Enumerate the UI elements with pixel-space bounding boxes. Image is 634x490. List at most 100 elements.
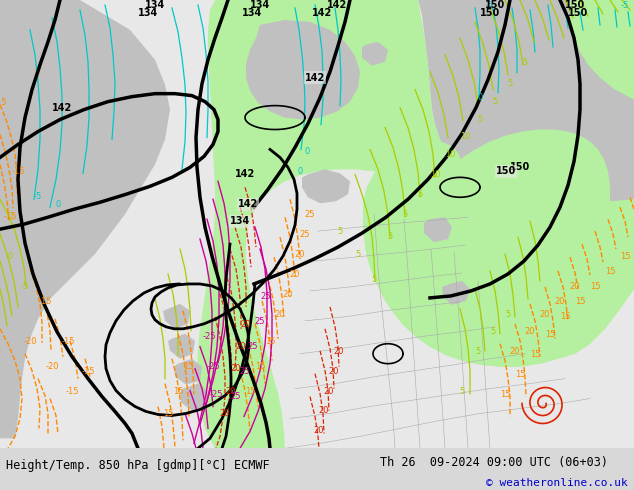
- Polygon shape: [246, 20, 360, 120]
- Polygon shape: [197, 0, 634, 448]
- Text: 142: 142: [235, 170, 255, 179]
- Text: 15: 15: [255, 362, 265, 370]
- Text: Th 26  09-2024 09:00 UTC (06+03): Th 26 09-2024 09:00 UTC (06+03): [380, 456, 609, 469]
- Text: -25: -25: [206, 362, 220, 370]
- Text: 20: 20: [236, 342, 246, 351]
- Text: 15: 15: [530, 350, 540, 359]
- Text: -15: -15: [38, 297, 52, 306]
- Text: -15: -15: [65, 387, 79, 395]
- Text: 15: 15: [605, 267, 615, 276]
- Text: 142: 142: [327, 0, 347, 10]
- Polygon shape: [442, 281, 470, 305]
- Text: 134: 134: [242, 8, 262, 18]
- Text: 150: 150: [565, 0, 585, 10]
- Text: 5: 5: [507, 79, 513, 88]
- Text: 15: 15: [545, 330, 555, 339]
- Polygon shape: [180, 384, 208, 411]
- Text: 20: 20: [510, 347, 521, 356]
- Text: 5: 5: [522, 58, 527, 67]
- Text: 20: 20: [540, 310, 550, 319]
- Text: 20: 20: [241, 320, 251, 329]
- Text: 150: 150: [480, 8, 500, 18]
- Polygon shape: [424, 217, 452, 242]
- Text: 5: 5: [460, 387, 465, 395]
- Text: 150: 150: [510, 162, 530, 172]
- Text: -25: -25: [202, 332, 216, 341]
- Text: 20: 20: [324, 387, 334, 395]
- Text: 10: 10: [444, 150, 455, 159]
- Text: 142: 142: [305, 73, 325, 83]
- Text: 5: 5: [493, 97, 498, 106]
- Text: 5: 5: [505, 310, 510, 319]
- Polygon shape: [0, 0, 170, 439]
- Text: 5: 5: [337, 227, 342, 236]
- Polygon shape: [168, 334, 195, 359]
- Text: 20: 20: [319, 407, 329, 416]
- Text: 15: 15: [500, 390, 510, 398]
- Text: 20: 20: [314, 426, 324, 436]
- Text: -5: -5: [34, 192, 42, 201]
- Text: 0: 0: [304, 147, 309, 156]
- Polygon shape: [215, 0, 400, 82]
- Text: 134: 134: [145, 0, 165, 10]
- Text: 15: 15: [575, 297, 585, 306]
- Text: 25: 25: [231, 392, 242, 400]
- Text: 20: 20: [283, 290, 294, 299]
- Text: 20: 20: [525, 327, 535, 336]
- Text: -5: -5: [21, 282, 29, 291]
- Text: 0: 0: [55, 200, 61, 209]
- Text: 25: 25: [240, 367, 250, 376]
- Text: 142: 142: [312, 8, 332, 18]
- Text: 134: 134: [250, 0, 270, 10]
- Polygon shape: [302, 170, 350, 203]
- Text: 5: 5: [403, 210, 408, 219]
- Text: 5: 5: [356, 250, 361, 259]
- Polygon shape: [0, 0, 634, 448]
- Text: -15: -15: [3, 212, 16, 221]
- Polygon shape: [163, 304, 190, 329]
- Text: 0: 0: [297, 168, 302, 176]
- Text: 150: 150: [496, 167, 516, 176]
- Text: 20: 20: [555, 297, 566, 306]
- Text: 20: 20: [231, 364, 242, 372]
- Text: 5: 5: [372, 275, 377, 284]
- Polygon shape: [570, 0, 634, 99]
- Text: 15: 15: [515, 369, 525, 379]
- Text: 15: 15: [560, 312, 570, 321]
- Text: 15: 15: [183, 362, 193, 370]
- Polygon shape: [174, 359, 202, 385]
- Text: 20: 20: [570, 282, 580, 291]
- Polygon shape: [400, 0, 634, 239]
- Text: 15: 15: [163, 410, 173, 418]
- Text: 15: 15: [620, 252, 630, 261]
- Text: 10: 10: [430, 171, 440, 179]
- Text: 150: 150: [568, 8, 588, 18]
- Text: 15: 15: [590, 282, 600, 291]
- Text: -15: -15: [61, 337, 75, 346]
- Text: 15: 15: [172, 387, 183, 395]
- Text: 15: 15: [265, 337, 275, 346]
- Text: 20: 20: [290, 270, 301, 279]
- Text: 20: 20: [329, 367, 339, 376]
- Text: 142: 142: [52, 102, 72, 113]
- Text: -20: -20: [45, 362, 59, 370]
- Text: 150: 150: [485, 0, 505, 10]
- Text: 5: 5: [477, 115, 482, 123]
- Text: -15: -15: [0, 98, 7, 107]
- Polygon shape: [362, 42, 388, 66]
- Text: 0: 0: [477, 93, 482, 101]
- Text: 15: 15: [245, 387, 256, 395]
- Text: 20: 20: [333, 347, 344, 356]
- Text: 20: 20: [275, 310, 285, 319]
- Text: 25: 25: [300, 230, 310, 239]
- Text: -5: -5: [486, 1, 494, 10]
- Text: 20: 20: [295, 250, 305, 259]
- Text: -5: -5: [621, 1, 629, 10]
- Text: 25: 25: [255, 317, 265, 326]
- Text: 142: 142: [238, 199, 258, 209]
- Text: 10: 10: [460, 132, 470, 142]
- Text: 5: 5: [387, 232, 392, 241]
- Text: © weatheronline.co.uk: © weatheronline.co.uk: [486, 477, 628, 488]
- Polygon shape: [325, 58, 355, 82]
- Text: 20: 20: [226, 387, 236, 395]
